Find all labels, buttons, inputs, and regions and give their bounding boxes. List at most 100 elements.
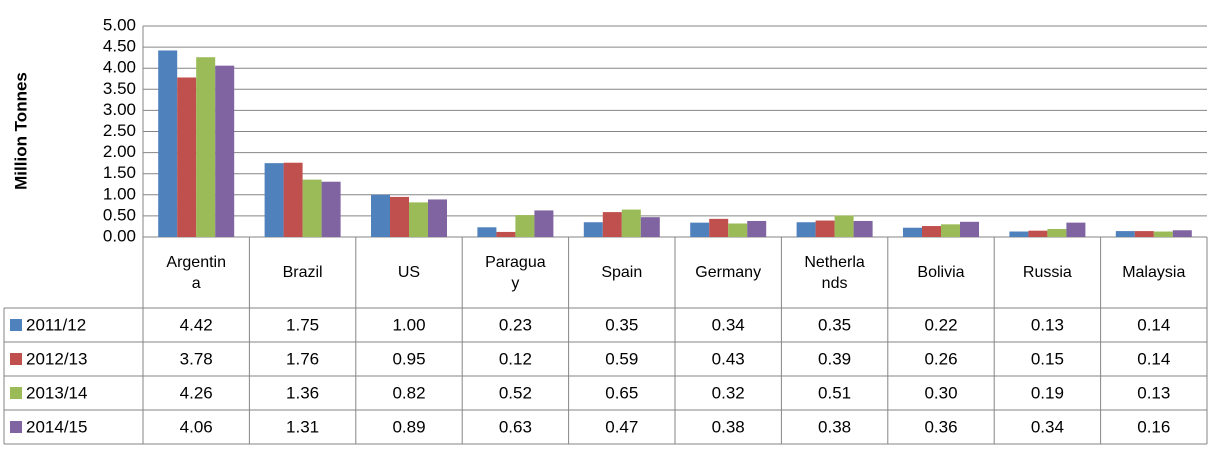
y-tick-label: 0.50	[103, 205, 136, 224]
category-label: US	[356, 237, 462, 308]
table-value: 1.36	[286, 383, 319, 402]
bar	[960, 221, 979, 237]
table-value: 0.39	[818, 349, 851, 368]
bar	[1172, 230, 1192, 237]
bar	[428, 199, 447, 237]
bar	[264, 163, 284, 237]
category-label: Malaysia	[1101, 237, 1207, 308]
bar	[158, 50, 178, 238]
legend-label: 2012/13	[26, 349, 87, 368]
bar	[709, 218, 729, 237]
bar	[196, 57, 216, 238]
bar	[1009, 231, 1029, 237]
legend-label: 2011/12	[26, 315, 86, 334]
category-text: Brazil	[282, 264, 323, 281]
category-text: Spain	[601, 264, 643, 281]
bar	[1047, 228, 1067, 237]
table-value: 0.38	[818, 417, 851, 436]
category-text: Netherlands	[804, 253, 865, 292]
bar	[747, 220, 767, 237]
table-value: 1.75	[286, 315, 319, 334]
category-text: Bolivia	[917, 264, 965, 281]
table-value: 0.35	[605, 315, 638, 334]
category-text: Malaysia	[1122, 264, 1186, 281]
table-value: 0.95	[392, 349, 425, 368]
table-value: 0.19	[1031, 383, 1064, 402]
category-label: Russia	[994, 237, 1100, 308]
table-value: 0.89	[392, 417, 425, 436]
y-tick-label: 2.00	[103, 142, 136, 161]
bar	[853, 220, 873, 237]
table-value: 0.15	[1031, 349, 1064, 368]
table-value: 1.00	[392, 315, 425, 334]
bar	[583, 222, 603, 237]
category-label: Argentina	[143, 237, 249, 308]
table-value: 1.76	[286, 349, 319, 368]
table-value: 4.42	[180, 315, 213, 334]
table-value: 0.38	[712, 417, 745, 436]
bar	[477, 227, 497, 237]
table-value: 0.59	[605, 349, 638, 368]
legend-key	[10, 387, 22, 399]
table-value: 0.13	[1137, 383, 1170, 402]
bar	[922, 226, 941, 237]
bar	[177, 77, 197, 237]
bar	[515, 215, 535, 237]
legend-key	[10, 319, 22, 331]
table-value: 0.82	[392, 383, 425, 402]
legend-label: 2013/14	[26, 383, 87, 402]
category-text: Russia	[1022, 264, 1072, 281]
y-tick-label: 5.00	[103, 15, 136, 34]
table-value: 0.13	[1031, 315, 1064, 334]
bar	[796, 222, 816, 237]
y-tick-label: 4.50	[103, 37, 136, 56]
category-text: Argentina	[166, 253, 226, 292]
table-value: 0.35	[818, 315, 851, 334]
bar	[371, 194, 390, 237]
y-tick-label: 2.50	[103, 121, 136, 140]
y-tick-label: 0.00	[103, 226, 136, 245]
table-value: 0.63	[499, 417, 532, 436]
table-value: 4.06	[180, 417, 213, 436]
bar	[602, 212, 622, 237]
y-tick-label: 3.50	[103, 79, 136, 98]
bar	[283, 162, 303, 237]
bar	[690, 222, 710, 237]
table-value: 0.14	[1137, 315, 1170, 334]
category-text: Paraguay	[485, 253, 546, 292]
category-text: US	[397, 264, 421, 281]
table-value: 0.52	[499, 383, 532, 402]
table-value: 0.65	[605, 383, 638, 402]
category-label: Bolivia	[888, 237, 994, 308]
category-label: Germany	[675, 237, 781, 308]
table-value: 4.26	[180, 383, 213, 402]
bar	[1066, 222, 1086, 237]
table-value: 0.26	[924, 349, 957, 368]
bar	[834, 215, 854, 237]
bar	[321, 181, 341, 237]
bar	[1134, 231, 1154, 237]
table-value: 0.36	[924, 417, 957, 436]
y-tick-label: 1.50	[103, 163, 136, 182]
bar	[390, 196, 409, 237]
table-value: 0.51	[818, 383, 851, 402]
bar	[302, 179, 322, 237]
table-value: 0.16	[1137, 417, 1170, 436]
bar	[728, 223, 748, 237]
table-value: 0.43	[712, 349, 745, 368]
table-value: 0.14	[1137, 349, 1170, 368]
y-axis-label: Million Tonnes	[11, 72, 30, 190]
category-label: Netherlands	[781, 237, 887, 308]
bar	[1115, 231, 1135, 237]
table-value: 0.34	[712, 315, 745, 334]
table-value: 0.22	[924, 315, 957, 334]
bar	[941, 224, 960, 237]
bar	[1153, 231, 1173, 237]
table-value: 0.12	[499, 349, 532, 368]
table-value: 0.23	[499, 315, 532, 334]
bar	[1028, 230, 1048, 237]
legend-key	[10, 353, 22, 365]
table-value: 1.31	[286, 417, 319, 436]
